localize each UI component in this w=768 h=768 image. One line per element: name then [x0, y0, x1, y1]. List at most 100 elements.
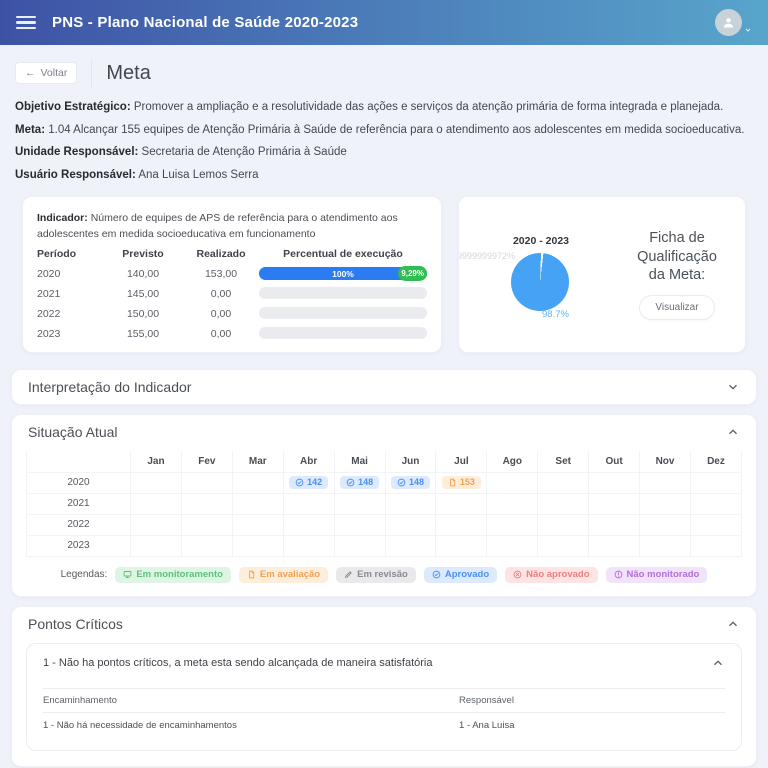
month-header: Set: [537, 451, 590, 473]
month-header: Jan: [130, 451, 182, 473]
ficha-title: Ficha de Qualificação da Meta:: [637, 229, 717, 284]
back-button[interactable]: ← Voltar: [15, 62, 78, 84]
app-title: PNS - Plano Nacional de Saúde 2020-2023: [52, 14, 359, 31]
chevron-down-icon: [729, 385, 737, 390]
indicator-realizado: 0,00: [210, 327, 232, 340]
encaminhamento-row: 1 - Não há necessidade de encaminhamento…: [43, 712, 725, 738]
month-cell: [486, 492, 539, 515]
objetivo-text: Promover a ampliação e a resolutividade …: [133, 101, 724, 113]
section-pontos-header[interactable]: Pontos Críticos: [12, 607, 756, 641]
month-cell: [130, 534, 182, 557]
person-icon: [723, 18, 734, 28]
month-cell: [130, 471, 182, 494]
progress-bar: [259, 287, 427, 300]
file-icon: [247, 570, 256, 579]
meta-text: 1.04 Alcançar 155 equipes de Atenção Pri…: [48, 123, 745, 136]
usuario-text: Ana Luisa Lemos Serra: [138, 169, 259, 182]
page-title: Meta: [106, 61, 151, 84]
section-situacao: Situação Atual Jan Fev Mar Abr Mai Jun Jul Ago S…: [11, 414, 757, 597]
check-circle-icon: [346, 478, 355, 487]
section-interpretacao-header[interactable]: Interpretação do Indicador: [12, 370, 756, 404]
x-circle-icon: [513, 570, 522, 579]
month-header: Fev: [180, 451, 233, 473]
progress-bar-overflow: 9,29%: [398, 266, 427, 282]
month-cell: [333, 492, 386, 515]
pencil-icon: [344, 570, 353, 579]
month-header: Abr: [282, 451, 335, 473]
month-cell: [588, 471, 641, 494]
chevron-up-icon: [729, 429, 737, 435]
month-cell: [689, 471, 743, 494]
responsavel-cell: 1 - Ana Luisa: [459, 719, 515, 731]
unidade-line: Unidade Responsável: Secretaria de Atenç…: [15, 144, 753, 161]
month-cell: [282, 492, 335, 515]
month-cell: [486, 471, 539, 494]
month-cell: [435, 534, 488, 557]
indicator-previsto: 155,00: [126, 327, 160, 340]
month-cell: [537, 492, 590, 515]
status-badge-aprovado[interactable]: 142: [289, 475, 329, 489]
indicator-previsto: 150,00: [126, 307, 160, 320]
monitor-icon: [123, 570, 132, 579]
objetivo-label: Objetivo Estratégico:: [15, 101, 131, 113]
month-cell: [180, 471, 233, 494]
unidade-label: Unidade Responsável:: [15, 146, 139, 159]
indicator-column-header: Previsto: [122, 248, 164, 261]
menu-icon[interactable]: [16, 15, 36, 30]
encaminhamento-cell: 1 - Não há necessidade de encaminhamento…: [43, 719, 237, 731]
indicator-previsto: 140,00: [126, 267, 160, 280]
section-interpretacao-title: Interpretação do Indicador: [28, 379, 192, 396]
chevron-up-icon: [729, 621, 737, 626]
month-cell: [231, 513, 284, 536]
month-cell: [180, 492, 233, 515]
indicator-table: Período Previsto Realizado Percentual de ex…: [37, 248, 427, 340]
legend-badge-avaliacao: Em avaliação: [238, 566, 329, 583]
month-cell: [282, 513, 335, 536]
month-cell: [689, 513, 743, 536]
progress-bar: [259, 307, 427, 320]
back-arrow-icon: ←: [25, 67, 36, 79]
section-pontos-title: Pontos Críticos: [28, 615, 123, 632]
legend-badge-nao_aprovado: Não aprovado: [505, 566, 598, 583]
toolbar: ← Voltar Meta: [11, 55, 757, 87]
back-label: Voltar: [40, 67, 68, 79]
month-cell: [639, 492, 691, 515]
indicator-periodo: 2022: [37, 307, 61, 320]
month-cell: [537, 513, 590, 536]
status-badge-aprovado[interactable]: 148: [390, 475, 430, 489]
month-cell: [333, 534, 386, 557]
status-badge-avaliacao[interactable]: 153: [441, 475, 481, 489]
month-cell: [486, 513, 539, 536]
objetivo-line: Objetivo Estratégico: Promover a ampliaç…: [15, 99, 753, 116]
column-encaminhamento: Encaminhamento: [43, 687, 460, 713]
progress-bar-fill: 100%: [259, 267, 427, 281]
status-badge-aprovado[interactable]: 148: [340, 475, 380, 489]
indicator-periodo: 2020: [37, 267, 61, 280]
year-row: 2022: [26, 513, 743, 536]
caret-down-icon[interactable]: [744, 26, 752, 34]
months-corner-cell: [26, 451, 131, 473]
pie-slice-label-clipped: 9999999972%: [458, 250, 516, 261]
month-cell: [588, 513, 641, 536]
year-label: 2021: [26, 492, 131, 515]
section-interpretacao: Interpretação do Indicador: [11, 369, 757, 406]
pie-chart: [511, 252, 569, 311]
section-situacao-header[interactable]: Situação Atual: [12, 415, 756, 449]
month-cell: [537, 471, 590, 494]
indicator-realizado: 153,00: [204, 267, 238, 280]
check-circle-icon: [295, 478, 304, 487]
ponto-critico-header[interactable]: 1 - Não ha pontos críticos, a meta esta …: [43, 652, 725, 688]
user-avatar[interactable]: [715, 9, 742, 36]
section-pontos: Pontos Críticos 1 - Não ha pontos crític…: [11, 605, 757, 768]
month-header: Out: [588, 451, 641, 473]
month-cell: [282, 534, 335, 557]
ficha-card: 2020 - 2023 9999999972% 98.7% Ficha de Q…: [458, 195, 746, 354]
month-cell: [384, 534, 437, 557]
ponto-critico-item: 1 - Não ha pontos críticos, a meta esta …: [26, 642, 742, 752]
check-circle-icon: [432, 570, 441, 579]
months-table: Jan Fev Mar Abr Mai Jun Jul Ago Set Out Nov Dez 2020…: [26, 451, 743, 557]
month-cell: 142: [282, 471, 335, 494]
month-cell: [689, 492, 743, 515]
visualizar-button[interactable]: Visualizar: [639, 295, 715, 321]
progress-bar: [259, 327, 427, 340]
